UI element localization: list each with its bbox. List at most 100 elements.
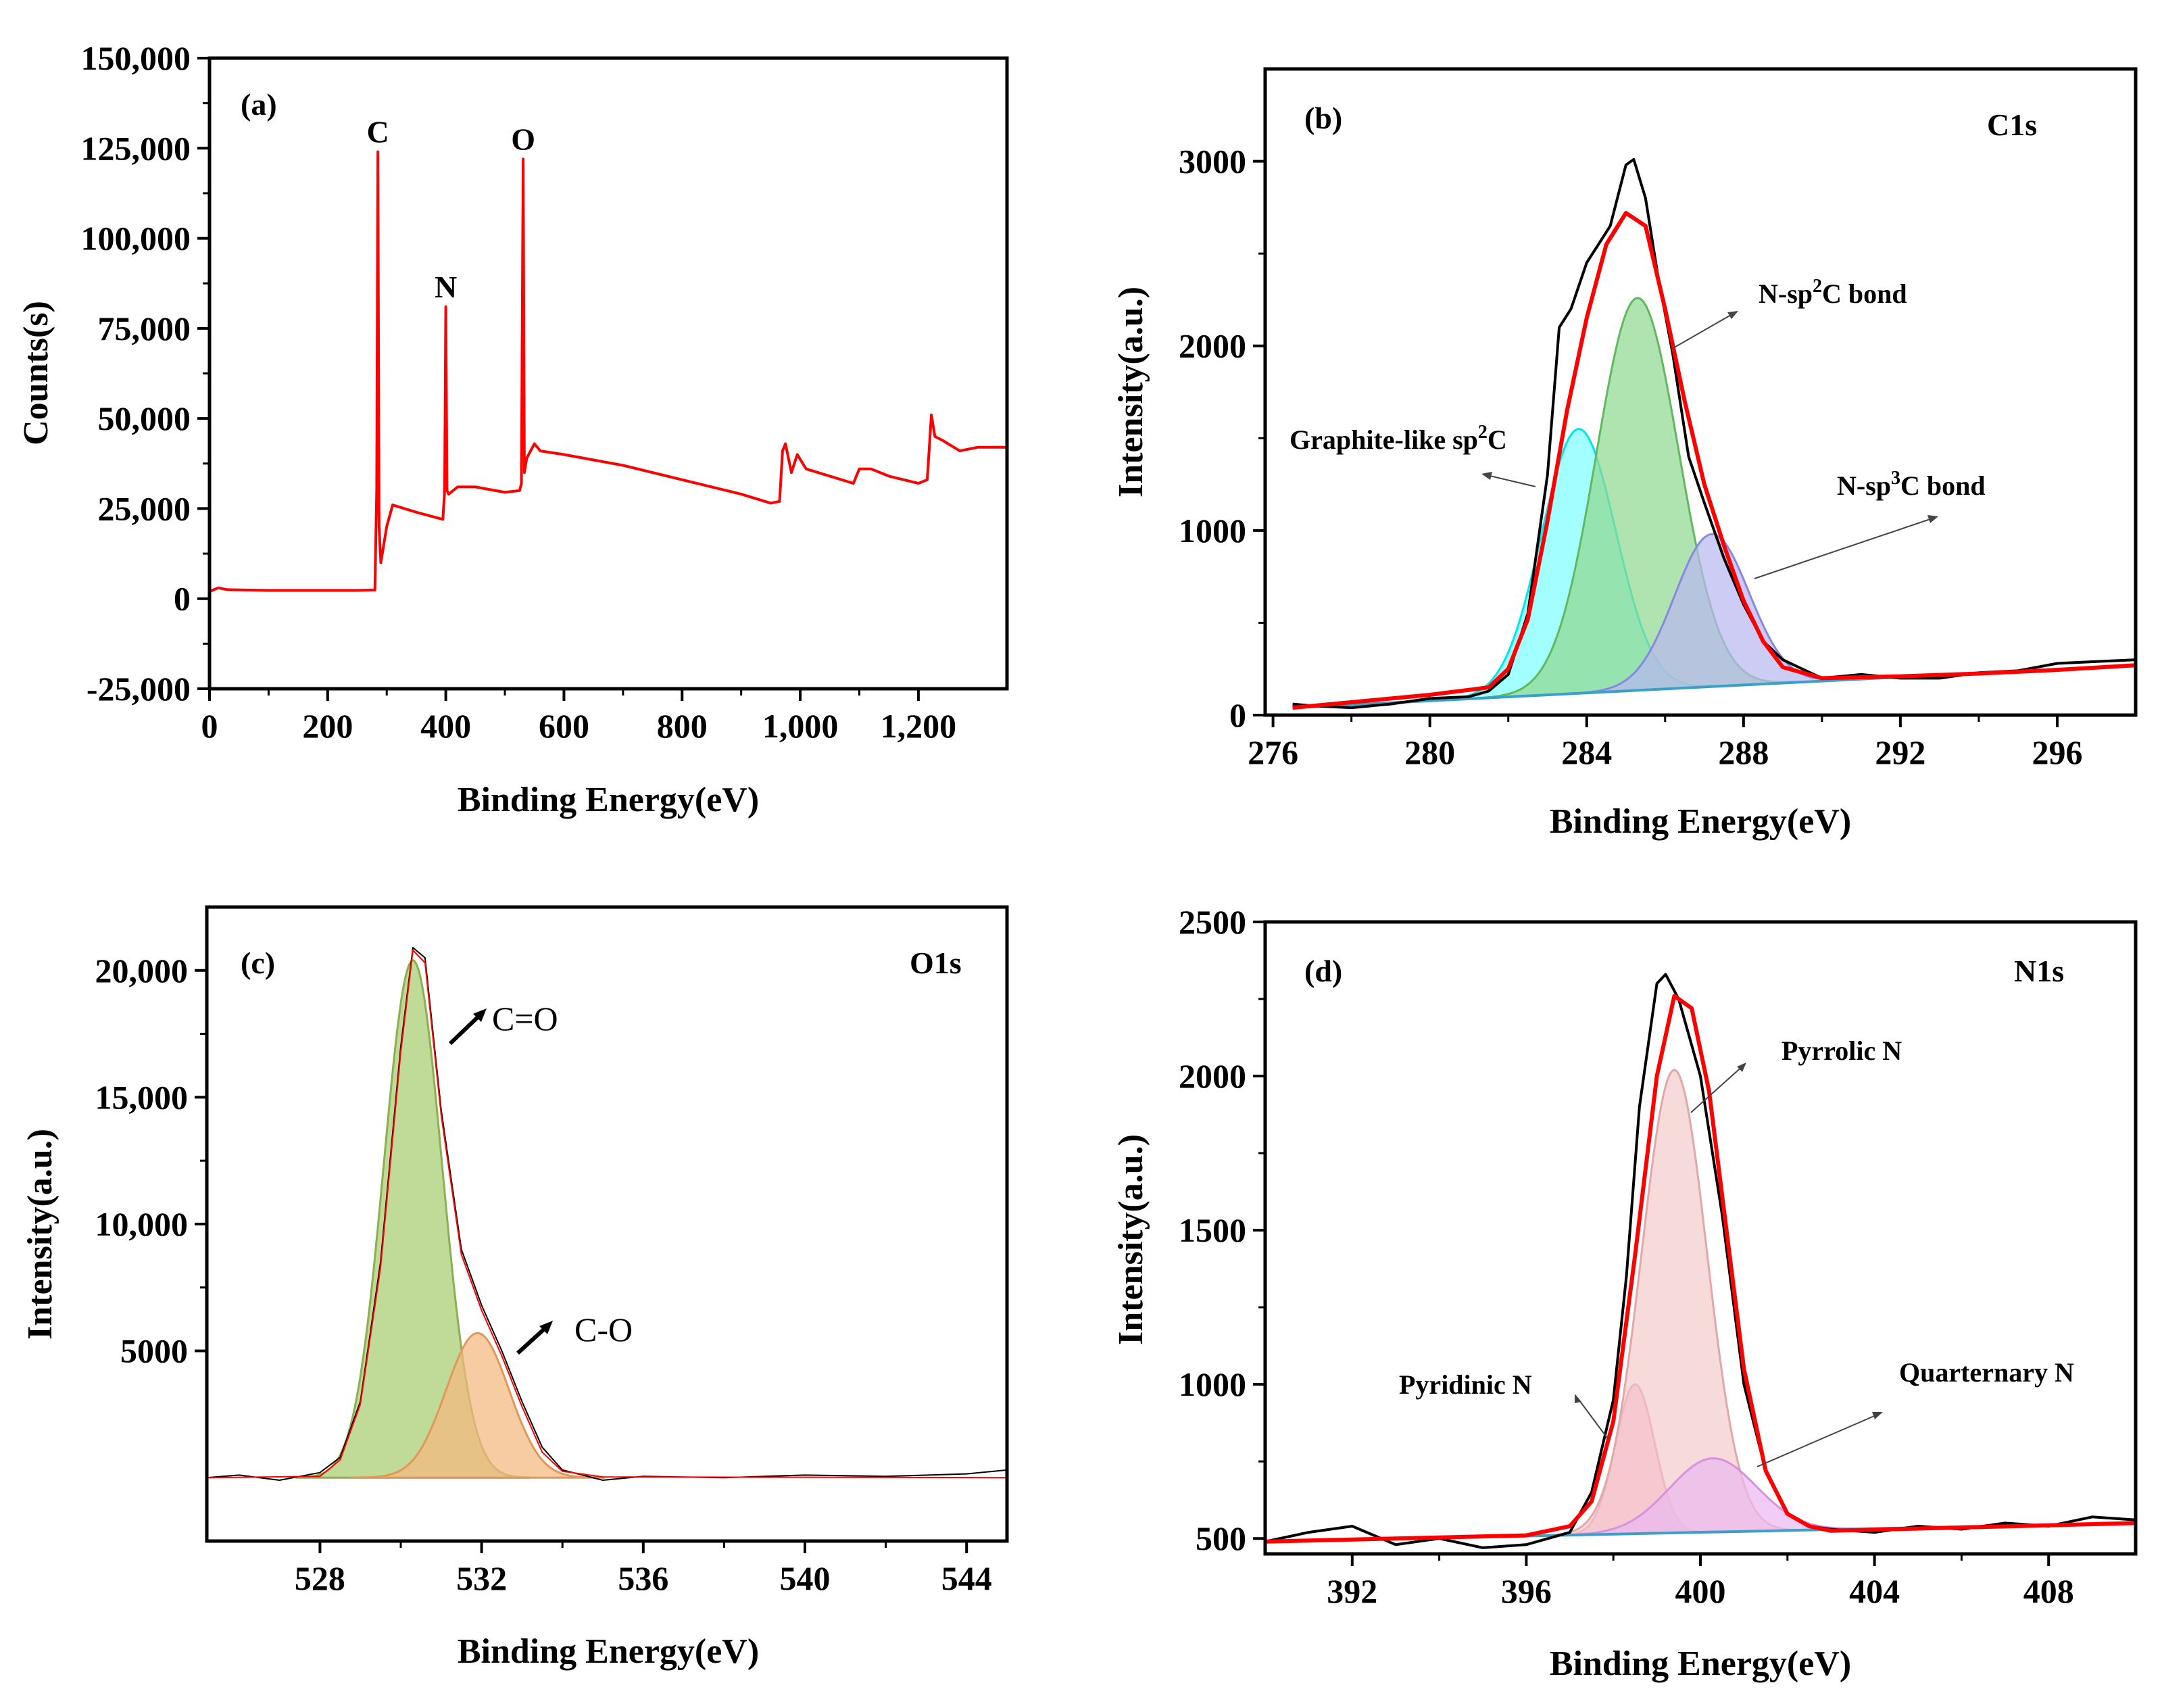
y-tick-label: 150,000 bbox=[81, 39, 191, 77]
annotation-pyridinic-n: Pyridinic N bbox=[1399, 1369, 1532, 1400]
x-tick-label: 200 bbox=[302, 707, 353, 745]
x-tick-label: 292 bbox=[1875, 733, 1925, 771]
x-tick-label: 544 bbox=[941, 1559, 992, 1597]
annotation-n-sp2c-bond-tail: C bond bbox=[1822, 278, 1907, 309]
arrow-graphite-like-sp2c bbox=[1483, 474, 1536, 487]
y-tick-label: 2000 bbox=[1179, 327, 1246, 365]
panel-d-title: N1s bbox=[2014, 954, 2064, 988]
series-fit-envelope bbox=[1264, 994, 2136, 1544]
x-tick-label: 1,000 bbox=[762, 707, 839, 745]
panel-a-label: (a) bbox=[241, 87, 277, 122]
x-tick-label: 600 bbox=[539, 707, 589, 745]
x-tick-label: 296 bbox=[2032, 733, 2082, 771]
x-tick-label: 276 bbox=[1248, 733, 1298, 771]
arrowhead-graphite-like-sp2c bbox=[1481, 472, 1492, 480]
panel-c-x-axis-label: Binding Energy(eV) bbox=[458, 1632, 759, 1671]
annotation-quarternary-n: Quarternary N bbox=[1899, 1357, 2074, 1388]
x-tick-label: 536 bbox=[618, 1559, 668, 1597]
x-tick-label: 288 bbox=[1718, 733, 1769, 771]
y-tick-label: 5000 bbox=[120, 1332, 188, 1370]
peak-label-n: N bbox=[435, 270, 457, 304]
annotation-graphite-like-sp2c: Graphite-like sp2C bbox=[1289, 422, 1507, 455]
panel-b-title: C1s bbox=[1987, 107, 2037, 142]
peak-label-c: C bbox=[366, 115, 389, 149]
y-tick-label: 10,000 bbox=[95, 1205, 189, 1243]
annotation-graphite-like-sp2c-sup: 2 bbox=[1478, 422, 1488, 443]
x-tick-label: 800 bbox=[657, 707, 708, 745]
annotation-n-sp3c-bond-tail: C bond bbox=[1900, 470, 1986, 501]
y-tick-label: 25,000 bbox=[98, 489, 191, 527]
arrowhead-c-double-o bbox=[473, 1008, 487, 1022]
panel-b-frame bbox=[1263, 67, 2138, 717]
x-tick-label: 392 bbox=[1327, 1572, 1377, 1610]
panel-c-y-axis-label: Intensity(a.u.) bbox=[21, 1129, 59, 1340]
x-tick-label: 528 bbox=[295, 1559, 345, 1597]
panel-b-x-axis-label: Binding Energy(eV) bbox=[1550, 802, 1851, 841]
x-tick-label: 408 bbox=[2023, 1572, 2074, 1610]
series-survey bbox=[209, 150, 1007, 593]
panel-c-title: O1s bbox=[910, 946, 962, 980]
annotation-n-sp3c-bond: N-sp3C bond bbox=[1837, 468, 1986, 501]
panel-a-x-axis-label: Binding Energy(eV) bbox=[458, 781, 759, 819]
y-tick-label: 100,000 bbox=[81, 220, 191, 258]
annotation-pyrrolic-n: Pyrrolic N bbox=[1782, 1035, 1902, 1066]
arrowhead-c-single-o bbox=[539, 1321, 553, 1334]
arrow-n-sp2c-bond bbox=[1671, 312, 1736, 349]
x-tick-label: 396 bbox=[1501, 1572, 1552, 1610]
component-c-o bbox=[350, 1332, 605, 1479]
series-fit-envelope bbox=[206, 949, 1008, 1479]
annotation-c-single-o: C-O bbox=[574, 1311, 633, 1348]
annotation-n-sp2c-bond: N-sp2C bond bbox=[1759, 276, 1907, 309]
y-tick-label: 2500 bbox=[1179, 903, 1246, 941]
series-fit-envelope bbox=[1292, 211, 2136, 710]
panel-a-ticks: 0 200 400 600 800 1,000 1,200 -25,000 0 25,000 50,… bbox=[81, 39, 957, 745]
y-tick-label: 50,000 bbox=[98, 399, 191, 437]
x-tick-label: 404 bbox=[1849, 1572, 1900, 1610]
x-tick-label: 540 bbox=[780, 1559, 831, 1597]
y-tick-label: 20,000 bbox=[95, 952, 189, 990]
panel-d-label: (d) bbox=[1304, 954, 1342, 988]
panel-b-label: (b) bbox=[1304, 101, 1342, 135]
arrowhead-n-sp2c-bond bbox=[1727, 311, 1738, 319]
arrow-c-double-o bbox=[448, 1012, 483, 1046]
y-tick-label: 75,000 bbox=[98, 310, 191, 347]
arrowhead-pyridinic-n bbox=[1575, 1394, 1581, 1403]
annotation-n-sp3c-bond-sup: 3 bbox=[1891, 468, 1900, 489]
panel-d-x-axis-label: Binding Energy(eV) bbox=[1550, 1644, 1851, 1683]
y-tick-label: -25,000 bbox=[87, 670, 191, 708]
x-tick-label: 284 bbox=[1561, 733, 1612, 771]
panel-b-plot-area bbox=[1292, 157, 2136, 710]
panel-d-ticks: 392 396 400 404 408 500 1000 1500 2000 2500 bbox=[1179, 903, 2074, 1610]
x-tick-label: 400 bbox=[1675, 1572, 1726, 1610]
panel-c-ticks: 528 532 536 540 544 5000 10,000 15,000 20,000 bbox=[95, 952, 992, 1597]
x-tick-label: 1,200 bbox=[881, 707, 957, 745]
panel-a-y-axis-label: Counts(s) bbox=[17, 301, 55, 445]
panel-d-n1s: 392 396 400 404 408 500 1000 1500 2000 2500 (d) N… bbox=[1112, 903, 2138, 1683]
annotation-n-sp2c-bond-sup: 2 bbox=[1813, 276, 1822, 297]
y-tick-label: 0 bbox=[1229, 696, 1246, 734]
series-raw bbox=[1292, 157, 2136, 710]
y-tick-label: 1000 bbox=[1179, 1365, 1246, 1403]
y-tick-label: 2000 bbox=[1179, 1057, 1246, 1095]
y-tick-label: 3000 bbox=[1179, 143, 1246, 180]
panel-c-plot-area bbox=[206, 947, 1008, 1481]
arrow-pyridinic-n bbox=[1577, 1397, 1609, 1440]
y-tick-label: 0 bbox=[174, 580, 191, 618]
arrow-n-sp3c-bond bbox=[1754, 517, 1935, 579]
annotation-n-sp2c-bond-main: N-sp bbox=[1759, 278, 1813, 309]
x-tick-label: 280 bbox=[1404, 733, 1455, 771]
panel-a-survey: 0 200 400 600 800 1,000 1,200 -25,000 0 25,000 50,… bbox=[17, 39, 1009, 819]
arrowhead-n-sp3c-bond bbox=[1927, 515, 1938, 523]
panel-d-plot-area bbox=[1264, 973, 2136, 1549]
panel-b-ticks: 276 280 284 288 292 296 0 1000 2000 3000 bbox=[1179, 143, 2082, 771]
panel-b-y-axis-label: Intensity(a.u.) bbox=[1112, 287, 1150, 497]
y-tick-label: 15,000 bbox=[95, 1078, 189, 1116]
y-tick-label: 125,000 bbox=[81, 129, 191, 167]
annotation-n-sp3c-bond-main: N-sp bbox=[1837, 470, 1891, 501]
arrow-c-single-o bbox=[516, 1324, 549, 1355]
x-tick-label: 400 bbox=[420, 707, 471, 745]
peak-label-o: O bbox=[511, 122, 535, 156]
arrowhead-quarternary-n bbox=[1872, 1412, 1883, 1419]
